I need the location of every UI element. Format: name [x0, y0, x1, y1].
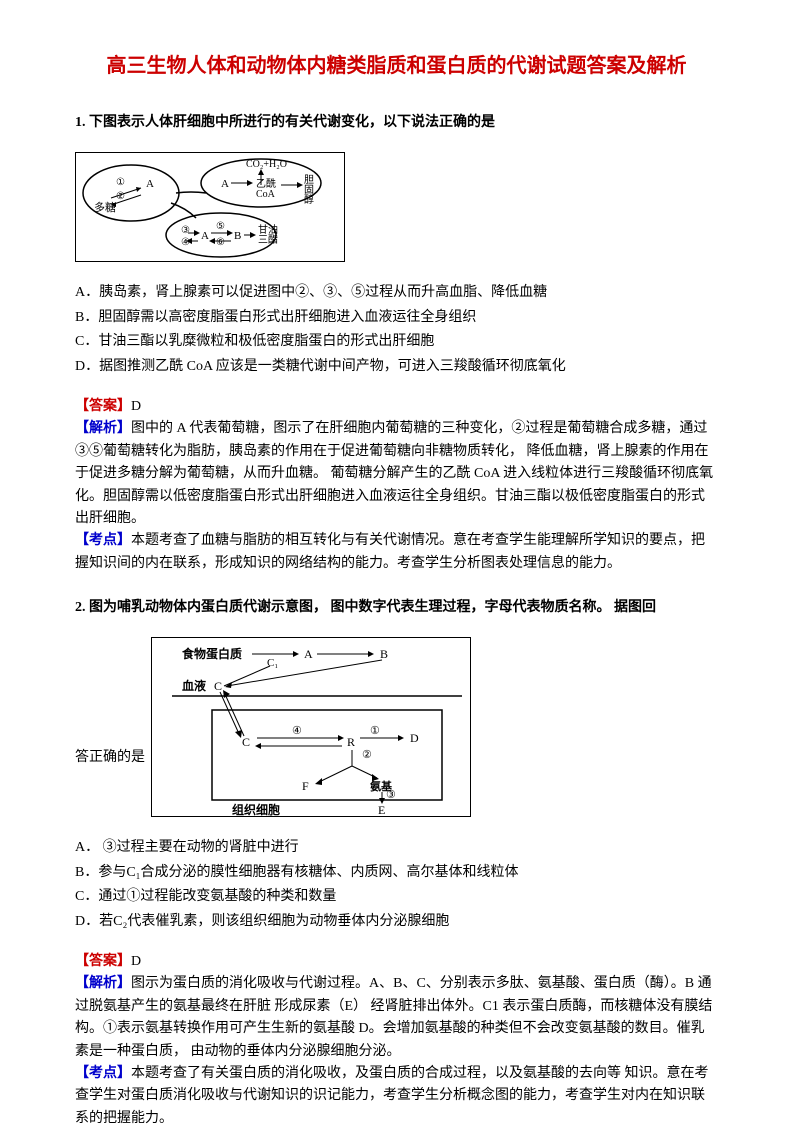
svg-text:④: ④: [292, 725, 302, 737]
q2-analysis-text: 图示为蛋白质的消化吸收与代谢过程。A、B、C、分别表示多肽、氨基酸、蛋白质（酶）…: [75, 976, 712, 1058]
label-duotang: 多糖: [94, 200, 116, 214]
svg-text:C: C: [242, 735, 250, 749]
page-title: 高三生物人体和动物体内糖类脂质和蛋白质的代谢试题答案及解析: [75, 50, 718, 82]
label-shiwu: 食物蛋白质: [181, 646, 242, 661]
q2-kaodian-text: 本题考查了有关蛋白质的消化吸收，及蛋白质的合成过程，以及氨基酸的去向等 知识。意…: [75, 1066, 709, 1126]
q2-options: A． ③过程主要在动物的肾脏中进行 B．参与C₁合成分泌的膜性细胞器有核糖体、内…: [75, 837, 718, 933]
q1-answer-value: D: [131, 399, 141, 414]
answer-label: 【答案】: [75, 399, 131, 414]
label-coa: CoA: [256, 189, 276, 200]
q2-figure: 食物蛋白质 C₁ A B 血液 C 组织细胞: [151, 637, 471, 817]
svg-text:D: D: [410, 731, 419, 745]
q1-stem: 1. 下图表示人体肝细胞中所进行的有关代谢变化，以下说法正确的是: [75, 112, 718, 134]
svg-text:④: ④: [181, 237, 190, 248]
svg-text:E: E: [378, 803, 385, 816]
svg-text:A: A: [201, 230, 209, 242]
q2-kaodian: 【考点】本题考查了有关蛋白质的消化吸收，及蛋白质的合成过程，以及氨基酸的去向等 …: [75, 1063, 718, 1130]
q2-analysis: 【解析】图示为蛋白质的消化吸收与代谢过程。A、B、C、分别表示多肽、氨基酸、蛋白…: [75, 973, 718, 1063]
q1-opt-a: A．胰岛素，肾上腺素可以促进图中②、③、⑤过程从而升高血脂、降低血糖: [75, 282, 718, 304]
svg-text:R: R: [347, 735, 355, 749]
svg-text:①: ①: [370, 725, 380, 737]
svg-text:③: ③: [386, 789, 396, 801]
analysis-label: 【解析】: [75, 976, 131, 991]
q1-opt-d: D．据图推测乙酰 CoA 应该是一类糖代谢中间产物，可进入三羧酸循环彻底氧化: [75, 356, 718, 378]
svg-text:醇: 醇: [304, 193, 314, 206]
svg-text:⑤: ⑤: [216, 221, 225, 232]
q1-analysis-text: 图中的 A 代表葡萄糖，图示了在肝细胞内葡萄糖的三种变化，②过程是葡萄糖合成多糖…: [75, 421, 713, 526]
kaodian-label: 【考点】: [75, 1066, 131, 1081]
q1-options: A．胰岛素，肾上腺素可以促进图中②、③、⑤过程从而升高血脂、降低血糖 B．胆固醇…: [75, 282, 718, 378]
svg-text:A: A: [221, 178, 229, 190]
label-co2: CO₂+H₂O: [246, 159, 287, 170]
q1-opt-c: C．甘油三酯以乳糜微粒和极低密度脂蛋白的形式出肝细胞: [75, 331, 718, 353]
q2-number: 2.: [75, 600, 89, 615]
svg-text:C₁: C₁: [267, 657, 278, 669]
svg-text:③: ③: [181, 225, 190, 236]
q2-stem: 2. 图为哺乳动物体内蛋白质代谢示意图， 图中数字代表生理过程，字母代表物质名称…: [75, 597, 718, 619]
label-sanzhi: 三酯: [258, 234, 278, 246]
question-1: 1. 下图表示人体肝细胞中所进行的有关代谢变化，以下说法正确的是 多糖 A ① …: [75, 112, 718, 575]
q1-opt-b: B．胆固醇需以高密度脂蛋白形式出肝细胞进入血液运往全身组织: [75, 307, 718, 329]
q2-opt-d: D．若C₂代表催乳素，则该组织细胞为动物垂体内分泌腺细胞: [75, 911, 718, 933]
q2-stem-tail: 答正确的是: [75, 627, 145, 769]
q1-analysis: 【解析】图中的 A 代表葡萄糖，图示了在肝细胞内葡萄糖的三种变化，②过程是葡萄糖…: [75, 418, 718, 530]
svg-text:A: A: [304, 647, 313, 661]
label-xueye: 血液: [182, 678, 206, 693]
svg-text:B: B: [234, 230, 241, 242]
label-zuzhi: 组织细胞: [232, 802, 280, 816]
question-2: 2. 图为哺乳动物体内蛋白质代谢示意图， 图中数字代表生理过程，字母代表物质名称…: [75, 597, 718, 1130]
q2-answer: 【答案】D: [75, 951, 718, 973]
analysis-label: 【解析】: [75, 421, 131, 436]
q2-opt-b: B．参与C₁合成分泌的膜性细胞器有核糖体、内质网、高尔基体和线粒体: [75, 862, 718, 884]
q1-kaodian: 【考点】本题考查了血糖与脂肪的相互转化与有关代谢情况。意在考查学生能理解所学知识…: [75, 530, 718, 575]
q1-stem-text: 下图表示人体肝细胞中所进行的有关代谢变化，以下说法正确的是: [89, 115, 495, 130]
svg-text:⑥: ⑥: [216, 237, 225, 248]
kaodian-label: 【考点】: [75, 533, 131, 548]
q1-figure: 多糖 A ① ② CO₂+H₂O A 乙酰 CoA 胆 固 醇 ③ ④ A: [75, 152, 345, 262]
svg-text:A: A: [146, 178, 154, 190]
q1-answer: 【答案】D: [75, 396, 718, 418]
svg-text:C: C: [214, 679, 222, 693]
svg-text:B: B: [380, 647, 388, 661]
svg-text:F: F: [302, 779, 309, 793]
answer-label: 【答案】: [75, 954, 131, 969]
svg-text:②: ②: [362, 749, 372, 761]
q2-opt-a: A． ③过程主要在动物的肾脏中进行: [75, 837, 718, 859]
q1-number: 1.: [75, 115, 89, 130]
svg-text:①: ①: [116, 177, 125, 188]
q2-stem-a: 图为哺乳动物体内蛋白质代谢示意图， 图中数字代表生理过程，字母代表物质名称。 据…: [89, 600, 656, 615]
q1-kaodian-text: 本题考查了血糖与脂肪的相互转化与有关代谢情况。意在考查学生能理解所学知识的要点，…: [75, 533, 705, 570]
q2-opt-c: C．通过①过程能改变氨基酸的种类和数量: [75, 886, 718, 908]
q2-answer-value: D: [131, 954, 141, 969]
